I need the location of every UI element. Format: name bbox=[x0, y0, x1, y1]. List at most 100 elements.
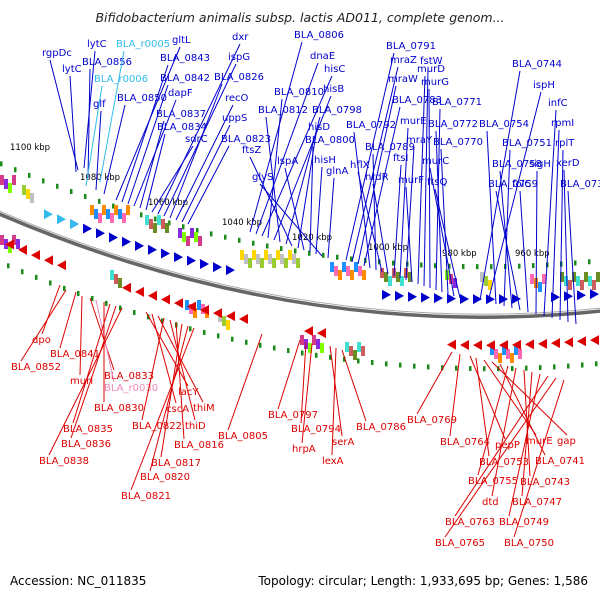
gene-label-pepp: pepP bbox=[495, 440, 520, 451]
position-tick-outer bbox=[28, 172, 31, 178]
position-tick-outer bbox=[140, 212, 143, 218]
forward-feature-block bbox=[542, 274, 546, 284]
forward-feature-block bbox=[380, 268, 384, 278]
gene-label-bla-0755: BLA_0755 bbox=[468, 476, 518, 487]
forward-feature-block bbox=[0, 175, 4, 185]
gene-label-bla-0769: BLA_0769 bbox=[407, 415, 457, 426]
gene-label-bla-0812: BLA_0812 bbox=[258, 105, 308, 116]
position-tick-outer bbox=[14, 167, 17, 173]
reverse-feature-block bbox=[193, 308, 197, 318]
gene-label-folc: folC bbox=[512, 179, 531, 190]
gene-label-bla-0800: BLA_0800 bbox=[305, 135, 355, 146]
forward-feature-block bbox=[568, 280, 572, 290]
position-tick-inner bbox=[483, 366, 486, 372]
forward-feature-block bbox=[530, 274, 534, 284]
reverse-leader-line bbox=[175, 321, 185, 440]
reverse-gene-arrow bbox=[564, 337, 573, 348]
scale-label: 980 kbp bbox=[442, 249, 477, 259]
forward-feature-block bbox=[334, 266, 338, 276]
forward-gene-arrow bbox=[135, 240, 144, 251]
forward-leader-line bbox=[169, 83, 223, 219]
forward-gene-arrow bbox=[213, 262, 222, 273]
forward-leader-line bbox=[87, 68, 91, 179]
forward-feature-block bbox=[30, 193, 34, 203]
gene-label-mure: murE bbox=[526, 436, 553, 447]
forward-feature-block bbox=[161, 219, 165, 229]
reverse-leader-line bbox=[141, 317, 165, 421]
gene-label-xerd: xerD bbox=[556, 158, 580, 169]
reverse-feature-block bbox=[0, 235, 4, 245]
forward-feature-block bbox=[90, 205, 94, 215]
forward-leader-line bbox=[393, 164, 402, 277]
position-tick-outer bbox=[280, 246, 283, 252]
forward-leader-line bbox=[429, 167, 455, 297]
gene-label-dpo: dpo bbox=[32, 335, 51, 346]
position-tick-inner bbox=[315, 352, 318, 358]
reverse-leader-line bbox=[523, 369, 531, 477]
forward-feature-block bbox=[400, 276, 404, 286]
forward-leader-line bbox=[255, 62, 319, 235]
forward-leader-line bbox=[181, 124, 231, 223]
forward-feature-block bbox=[276, 250, 280, 260]
gene-label-bla-0743: BLA_0743 bbox=[520, 477, 570, 488]
forward-leader-line bbox=[309, 146, 314, 253]
forward-leader-line bbox=[357, 85, 397, 265]
position-tick-inner bbox=[385, 361, 388, 367]
position-tick-outer bbox=[0, 161, 3, 167]
position-tick-outer bbox=[252, 240, 255, 246]
reverse-leader-line bbox=[149, 325, 189, 472]
forward-feature-block bbox=[296, 258, 300, 268]
forward-feature-block bbox=[186, 236, 190, 246]
reverse-gene-arrow bbox=[44, 255, 53, 266]
gene-label-hisb: hisB bbox=[323, 84, 344, 95]
reverse-gene-arrow bbox=[486, 340, 495, 351]
gene-label-murd: murD bbox=[417, 64, 445, 75]
reverse-feature-block bbox=[110, 270, 114, 280]
forward-rna-arrow bbox=[70, 219, 79, 230]
gene-label-hrpa: hrpA bbox=[292, 444, 316, 455]
forward-feature-block bbox=[145, 215, 149, 225]
gene-label-bla-0834: BLA_0834 bbox=[157, 122, 207, 133]
gene-label-bla-0765: BLA_0765 bbox=[435, 538, 485, 549]
forward-leader-line bbox=[345, 52, 395, 261]
forward-feature-block bbox=[240, 250, 244, 260]
position-tick-outer bbox=[588, 259, 591, 265]
reverse-leader-line bbox=[277, 339, 301, 410]
position-tick-inner bbox=[245, 339, 248, 345]
forward-feature-block bbox=[157, 215, 161, 225]
forward-feature-block bbox=[8, 183, 12, 193]
position-tick-outer bbox=[476, 264, 479, 270]
position-tick-inner bbox=[189, 326, 192, 332]
forward-leader-line bbox=[267, 98, 283, 239]
reverse-gene-arrow bbox=[57, 260, 66, 271]
scale-label: 1100 kbp bbox=[10, 143, 50, 153]
forward-leader-line bbox=[372, 183, 389, 275]
gene-label-bla-0835: BLA_0835 bbox=[63, 424, 113, 435]
forward-leader-line bbox=[249, 41, 303, 233]
position-tick-inner bbox=[287, 348, 290, 354]
forward-leader-line bbox=[495, 190, 521, 311]
forward-feature-block bbox=[165, 223, 169, 233]
gene-label-bla-0833: BLA_0833 bbox=[104, 371, 154, 382]
gene-label-bla-0734: BLA_0734 bbox=[560, 179, 600, 190]
gene-label-bla-r0005: BLA_r0005 bbox=[116, 39, 170, 50]
forward-feature-block bbox=[260, 258, 264, 268]
forward-gene-arrow bbox=[174, 252, 183, 263]
position-tick-outer bbox=[420, 262, 423, 268]
forward-feature-block bbox=[288, 250, 292, 260]
forward-gene-arrow bbox=[499, 294, 508, 305]
position-tick-inner bbox=[343, 356, 346, 362]
forward-feature-block bbox=[354, 262, 358, 272]
position-tick-outer bbox=[392, 260, 395, 266]
gene-label-bla-0789: BLA_0789 bbox=[365, 142, 415, 153]
reverse-feature-block bbox=[518, 349, 522, 359]
forward-feature-block bbox=[396, 272, 400, 282]
gene-label-muri: murI bbox=[70, 376, 93, 387]
forward-feature-block bbox=[538, 282, 542, 292]
forward-gene-arrow bbox=[473, 294, 482, 305]
reverse-leader-line bbox=[79, 295, 83, 376]
reverse-leader-line bbox=[475, 357, 490, 457]
position-tick-outer bbox=[98, 198, 101, 204]
gene-label-dnae: dnaE bbox=[310, 51, 335, 62]
gene-label-bla-0772: BLA_0772 bbox=[428, 119, 478, 130]
